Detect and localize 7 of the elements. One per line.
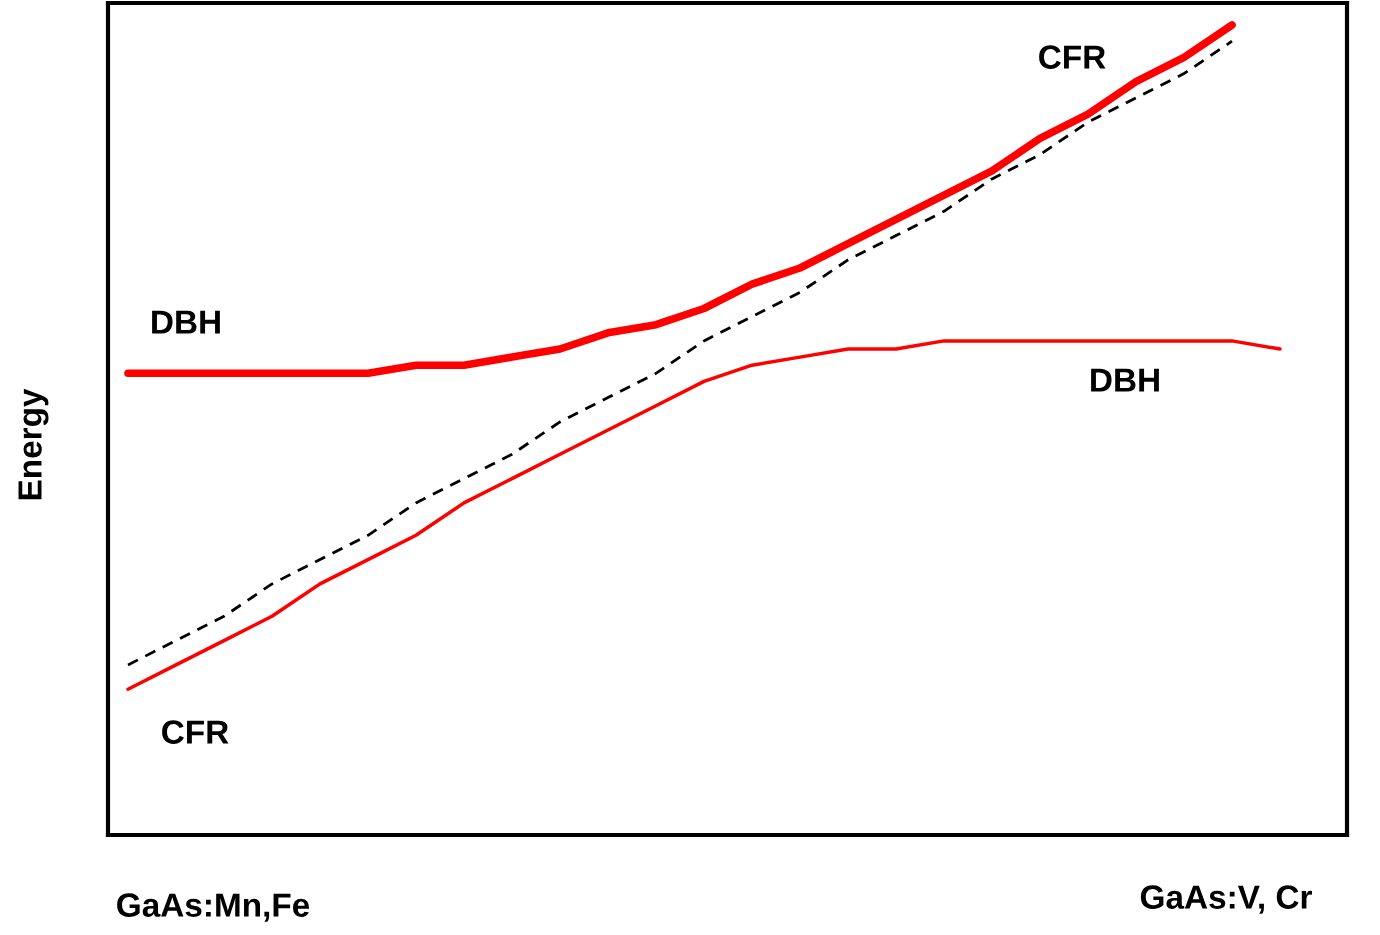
- annotation: CFR: [1039, 45, 1106, 69]
- annotation: DBH: [152, 310, 220, 334]
- text: GaAs:Mn,Fe: [117, 893, 310, 922]
- annotation: CFR: [162, 720, 229, 744]
- y-axis-title: Energy: [18, 388, 49, 500]
- text: GaAs:V, Cr: [1140, 885, 1312, 914]
- annotation: DBH: [1091, 368, 1159, 392]
